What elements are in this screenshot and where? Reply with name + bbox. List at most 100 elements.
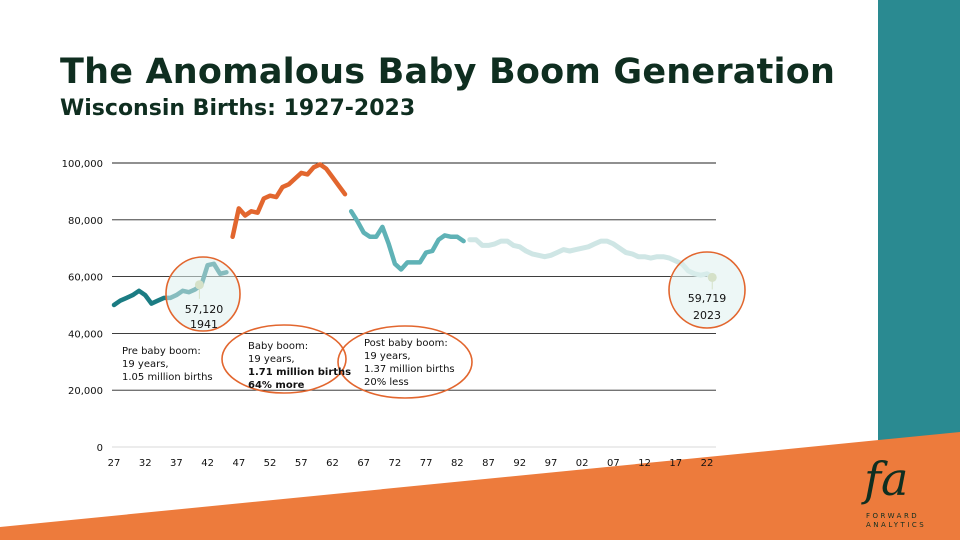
data-point	[456, 236, 458, 238]
data-point	[132, 294, 134, 296]
data-point	[113, 304, 115, 306]
x-tick-label: 87	[482, 458, 495, 469]
highlight-circle-2023	[668, 251, 746, 329]
x-tick-label: 17	[669, 458, 682, 469]
data-point	[494, 243, 496, 245]
data-point	[581, 247, 583, 249]
teal-accent-bar	[878, 0, 960, 440]
data-point	[269, 195, 271, 197]
y-tick-label: 20,000	[68, 386, 103, 397]
data-point	[475, 239, 477, 241]
data-point	[444, 234, 446, 236]
data-point	[619, 247, 621, 249]
post-boom-note-line: 20% less	[364, 377, 409, 388]
x-tick-label: 12	[638, 458, 651, 469]
data-point	[325, 168, 327, 170]
y-axis-ticks: 0 20,000 40,000 60,000 80,000 100,000	[62, 159, 103, 454]
x-tick-label: 57	[295, 458, 308, 469]
data-point	[157, 300, 159, 302]
data-point	[238, 207, 240, 209]
data-point	[631, 253, 633, 255]
annotation-values: 57,120 1941 59,719 2023	[185, 292, 727, 331]
data-point	[431, 250, 433, 252]
data-point	[425, 252, 427, 254]
data-point	[675, 260, 677, 262]
post-boom-note-line: Post baby boom:	[364, 338, 448, 349]
data-point	[400, 269, 402, 271]
data-point	[275, 196, 277, 198]
data-point	[531, 253, 533, 255]
year-label-2023: 2023	[693, 309, 721, 322]
data-point	[244, 215, 246, 217]
data-point	[350, 210, 352, 212]
series-line-recent	[467, 237, 716, 280]
pre-boom-note-line: 19 years,	[122, 359, 169, 370]
data-point	[344, 193, 346, 195]
pre-boom-note: Pre baby boom: 19 years, 1.05 million bi…	[122, 345, 213, 384]
data-point	[606, 240, 608, 242]
series-line-boom	[230, 162, 348, 240]
data-point	[669, 257, 671, 259]
pre-boom-note-line: 1.05 million births	[122, 372, 213, 383]
y-tick-label: 40,000	[68, 329, 103, 340]
y-tick-label: 0	[97, 443, 103, 454]
data-point	[263, 198, 265, 200]
x-tick-label: 02	[576, 458, 589, 469]
x-tick-label: 32	[139, 458, 152, 469]
data-point	[338, 185, 340, 187]
data-point	[650, 257, 652, 259]
page-title: The Anomalous Baby Boom Generation	[60, 52, 836, 92]
x-tick-label: 37	[170, 458, 183, 469]
post-boom-note: Post baby boom: 19 years, 1.37 million b…	[364, 337, 455, 389]
logo-line-1: FORWARD	[866, 512, 920, 520]
data-point	[119, 300, 121, 302]
data-point	[656, 256, 658, 258]
data-point	[612, 243, 614, 245]
boom-note-line: Baby boom:	[248, 341, 309, 352]
boom-note: Baby boom: 19 years, 1.71 million births…	[248, 340, 351, 392]
data-point	[144, 294, 146, 296]
data-point	[356, 220, 358, 222]
value-label-1941: 57,120	[185, 303, 224, 316]
data-point	[488, 244, 490, 246]
boom-note-ellipse	[221, 324, 347, 394]
boom-note-line: 1.71 million births	[248, 367, 352, 378]
y-tick-label: 80,000	[68, 216, 103, 227]
x-tick-label: 82	[451, 458, 464, 469]
data-point	[138, 290, 140, 292]
data-point	[625, 252, 627, 254]
data-point	[363, 232, 365, 234]
data-point	[151, 303, 153, 305]
boom-note-line: 19 years,	[248, 354, 295, 365]
boom-note-line: 64% more	[248, 380, 305, 391]
data-point	[587, 246, 589, 248]
data-point	[257, 212, 259, 214]
data-point	[637, 256, 639, 258]
data-point	[481, 244, 483, 246]
data-point	[562, 249, 564, 251]
x-tick-label: 22	[701, 458, 714, 469]
data-point	[438, 239, 440, 241]
data-point	[525, 250, 527, 252]
data-point	[126, 297, 128, 299]
data-point	[307, 173, 309, 175]
y-tick-label: 60,000	[68, 273, 103, 284]
post-boom-note-ellipse	[337, 325, 473, 399]
page-subtitle: Wisconsin Births: 1927-2023	[60, 96, 416, 121]
data-point	[319, 163, 321, 165]
data-point	[556, 252, 558, 254]
data-point	[381, 226, 383, 228]
data-point	[644, 256, 646, 258]
data-point	[450, 236, 452, 238]
data-point	[250, 210, 252, 212]
data-point	[519, 246, 521, 248]
value-label-2023: 59,719	[688, 292, 727, 305]
data-point	[594, 243, 596, 245]
data-point	[550, 254, 552, 256]
data-point	[375, 236, 377, 238]
y-tick-label: 100,000	[62, 159, 103, 170]
data-point	[300, 172, 302, 174]
data-point	[294, 178, 296, 180]
data-point	[600, 240, 602, 242]
x-tick-label: 77	[420, 458, 433, 469]
